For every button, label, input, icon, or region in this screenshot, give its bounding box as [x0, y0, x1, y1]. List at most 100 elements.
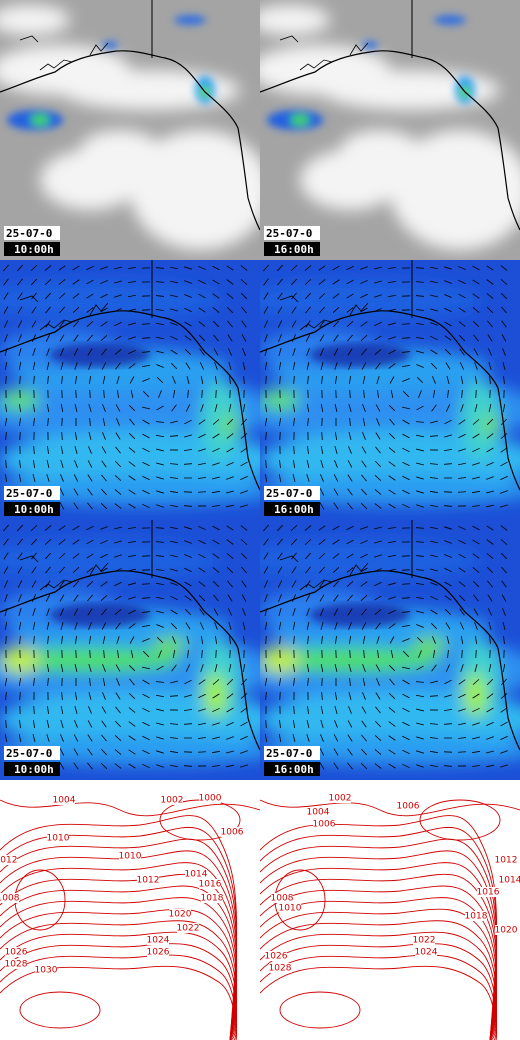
- precip-area: [290, 114, 310, 126]
- isobar-label: 1014: [499, 876, 520, 886]
- isobar: [0, 920, 237, 1040]
- time-label: 16:00h: [274, 243, 314, 256]
- background: [0, 780, 260, 1040]
- label-bg: [199, 793, 221, 803]
- calm-area: [310, 603, 410, 627]
- wind-band: [463, 673, 487, 717]
- wind-band: [260, 540, 480, 580]
- cloud: [130, 130, 260, 250]
- wind-band: [260, 735, 520, 765]
- wind-band: [0, 690, 260, 750]
- precip-area: [30, 114, 50, 126]
- label-bg: [269, 963, 291, 973]
- label-bg: [495, 855, 517, 865]
- label-bg: [199, 879, 221, 889]
- date-label: 25-07-0: [266, 227, 312, 240]
- date-box: [264, 486, 320, 500]
- isobar: [0, 885, 238, 1040]
- time-box: [4, 502, 60, 516]
- map-panel: 25-07-0 16:00h: [260, 520, 520, 780]
- isobar: [260, 885, 498, 1040]
- wind-band: [260, 430, 520, 490]
- date-box: [264, 226, 320, 240]
- wind-band: [0, 375, 260, 445]
- label-bg: [329, 793, 351, 803]
- isobar: [260, 799, 520, 817]
- label-bg: [47, 833, 69, 843]
- cloud: [80, 130, 160, 170]
- isobar-label: 1020: [495, 926, 518, 936]
- coastline: [0, 310, 260, 491]
- wind-band: [260, 648, 440, 672]
- label-bg: [499, 875, 520, 885]
- label-bg: [221, 827, 243, 837]
- label-bg: [201, 893, 223, 903]
- isobar-label: 1026: [147, 948, 170, 958]
- map-panel: 25-07-0 16:00h: [260, 260, 520, 520]
- wind-band: [152, 637, 188, 653]
- label-bg: [161, 795, 183, 805]
- coastline: [0, 570, 260, 751]
- wind-band: [222, 413, 238, 437]
- isobar: [19, 991, 101, 1029]
- background: [260, 780, 520, 1040]
- label-bg: [477, 887, 499, 897]
- wind-band: [260, 690, 520, 750]
- isobar-label: 1006: [221, 828, 244, 838]
- wind-band: [260, 390, 300, 410]
- coastline: [0, 50, 260, 231]
- label-bg: [265, 951, 287, 961]
- map-panel: 25-07-0 10:00h: [0, 260, 260, 520]
- coastline: [19, 295, 109, 331]
- isobar-lines: [260, 799, 520, 1040]
- wind-band: [0, 648, 180, 672]
- coastline: [19, 35, 109, 71]
- time-label: 16:00h: [274, 503, 314, 516]
- precip: [7, 15, 215, 130]
- date-label: 25-07-0: [266, 747, 312, 760]
- label-bg: [495, 925, 517, 935]
- label-bg: [147, 947, 169, 957]
- isobar: [260, 965, 497, 1040]
- isobar-label: 1024: [415, 948, 438, 958]
- time-label: 10:00h: [14, 763, 54, 776]
- wind-band: [0, 540, 220, 580]
- wind-band: [260, 280, 480, 320]
- coastline: [260, 570, 520, 751]
- isobar: [260, 943, 498, 1040]
- time-box: [264, 762, 320, 776]
- wind-band: [412, 637, 448, 653]
- calm-area: [50, 603, 150, 627]
- label-bg: [465, 911, 487, 921]
- time-box: [4, 762, 60, 776]
- isobar-label: 1012: [137, 876, 160, 886]
- coastline: [260, 50, 520, 231]
- date-box: [4, 746, 60, 760]
- isobar-label: 1012: [495, 856, 518, 866]
- isobar: [0, 943, 238, 1040]
- date-box: [4, 486, 60, 500]
- wind-band: [200, 380, 240, 460]
- coastline: [260, 310, 520, 491]
- label-bg: [271, 893, 293, 903]
- map-panel: 25-07-0 16:00h: [260, 0, 520, 260]
- map-panel: 1004 1002 1000 1006 1010 1010 1012 1012 1008 1014…: [0, 780, 260, 1040]
- wind-band: [0, 475, 260, 505]
- isobar: [260, 920, 497, 1040]
- calm-area: [50, 343, 150, 367]
- label-bg: [313, 819, 335, 829]
- isobar-label: 1010: [279, 904, 302, 914]
- label-bg: [5, 947, 27, 957]
- wind-arrows: [3, 524, 248, 770]
- label-bg: [147, 935, 169, 945]
- coastline: [19, 555, 109, 591]
- label-bg: [397, 801, 419, 811]
- isobar-label: 1004: [53, 796, 76, 806]
- wind-band: [0, 646, 40, 674]
- isobar-label: 1006: [313, 820, 336, 830]
- isobar-label: 1022: [177, 924, 200, 934]
- isobar: [419, 799, 501, 841]
- cloud: [0, 5, 70, 35]
